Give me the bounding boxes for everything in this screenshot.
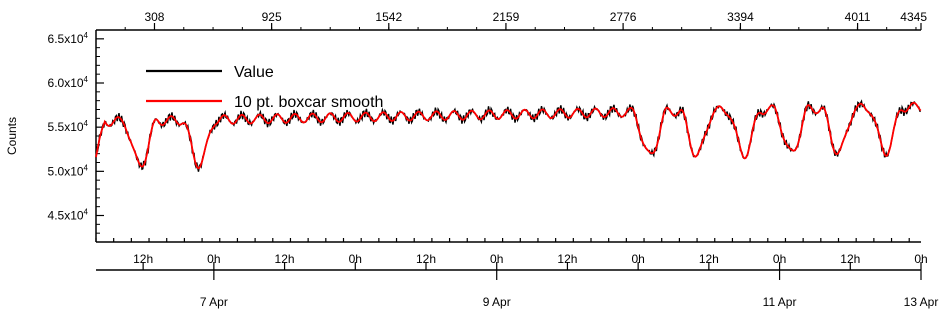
chart-axes: 308 925 1542 2159 2776 3394 4011 4345 4.5x104 5.0… [5, 10, 938, 309]
hour-tick-label: 12h [557, 252, 577, 266]
top-axis-tick-label: 308 [144, 10, 164, 24]
series-layer [95, 99, 922, 172]
hour-tick-label: 0h [914, 252, 927, 266]
hour-tick-label: 12h [699, 252, 719, 266]
top-axis-tick-label: 3394 [727, 10, 754, 24]
chart-legend: Value 10 pt. boxcar smooth [146, 64, 383, 111]
top-axis-tick-label: 2159 [493, 10, 520, 24]
y-axis-tick-label: 5.5x104 [48, 119, 89, 134]
top-axis-tick-label: 4011 [845, 10, 871, 24]
y-axis-label: Counts [5, 117, 19, 155]
hour-tick-label: 12h [275, 252, 295, 266]
series-line [95, 99, 921, 172]
top-axis-tick-label: 925 [262, 10, 282, 24]
hour-tick-label: 12h [416, 252, 436, 266]
top-axis-tick-label: 4345 [900, 10, 927, 24]
hour-tick-label: 0h [631, 252, 644, 266]
hour-tick-label: 0h [207, 252, 220, 266]
hour-tick-label: 12h [133, 252, 153, 266]
y-axis-tick-label: 6.0x104 [48, 75, 89, 90]
top-axis-tick-label: 2776 [610, 10, 637, 24]
hour-tick-label: 12h [840, 252, 860, 266]
y-axis-tick-label: 6.5x104 [48, 31, 89, 46]
y-axis-tick-label: 4.5x104 [48, 208, 89, 223]
series-line [95, 101, 922, 170]
hour-tick-label: 0h [349, 252, 362, 266]
date-tick-label: 13 Apr [904, 295, 939, 309]
date-tick-label: 11 Apr [763, 295, 797, 309]
top-axis-tick-label: 1542 [375, 10, 402, 24]
hour-tick-label: 0h [773, 252, 786, 266]
date-tick-label: 9 Apr [483, 295, 511, 309]
legend-label: Value [234, 64, 274, 81]
y-axis-tick-label: 5.0x104 [48, 163, 89, 178]
hour-tick-label: 0h [490, 252, 503, 266]
date-tick-label: 7 Apr [200, 295, 228, 309]
legend-label: 10 pt. boxcar smooth [234, 94, 383, 111]
